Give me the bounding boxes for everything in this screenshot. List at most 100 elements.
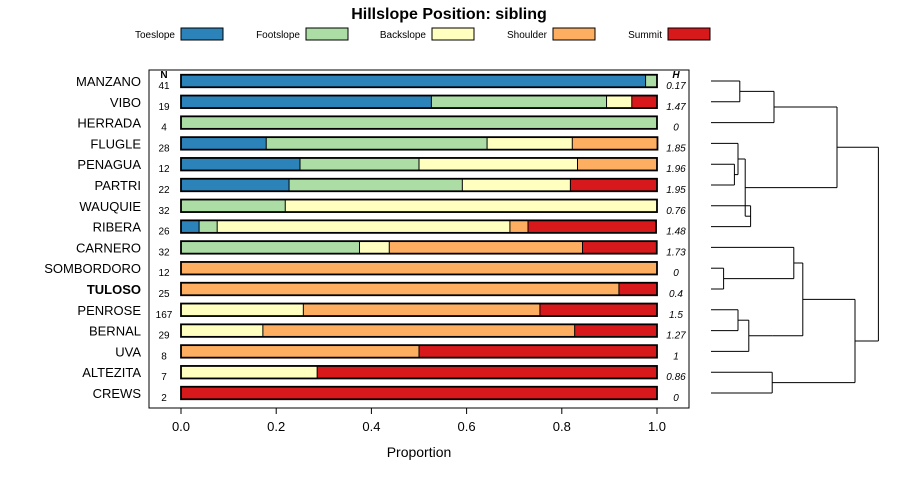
row-label-sombordoro: SOMBORDORO bbox=[44, 261, 141, 276]
n-value-wauquie: 32 bbox=[158, 206, 170, 217]
h-value-carnero: 1.73 bbox=[666, 247, 686, 258]
h-value-tuloso: 0.4 bbox=[669, 289, 683, 300]
x-tick-label: 0.6 bbox=[458, 419, 476, 434]
row-label-penrose: PENROSE bbox=[77, 303, 141, 318]
bar-row-tuloso: TULOSO 25 0.4 bbox=[87, 281, 683, 300]
bar-row-crews: CREWS 2 0 bbox=[93, 385, 679, 404]
bar-row-penrose: PENROSE 167 1.5 bbox=[77, 302, 683, 321]
bar-row-wauquie: WAUQUIE 32 0.76 bbox=[79, 198, 686, 217]
x-tick-label: 0.8 bbox=[553, 419, 571, 434]
n-value-flugle: 28 bbox=[158, 143, 170, 154]
bar-outline-wauquie bbox=[180, 198, 658, 213]
bar-outline-bernal bbox=[180, 323, 658, 338]
row-label-flugle: FLUGLE bbox=[90, 136, 141, 151]
row-label-penagua: PENAGUA bbox=[77, 157, 141, 172]
bar-segment-penrose-summit bbox=[539, 303, 657, 317]
bar-segment-herrada-footslope bbox=[181, 116, 657, 129]
row-label-vibo: VIBO bbox=[110, 95, 141, 110]
legend-label-shoulder: Shoulder bbox=[507, 30, 548, 41]
legend-label-backslope: Backslope bbox=[380, 30, 427, 41]
bar-segment-ribera-toeslope bbox=[181, 220, 200, 233]
h-value-herrada: 0 bbox=[673, 123, 679, 134]
bar-outline-flugle bbox=[180, 136, 659, 151]
bar-outline-herrada bbox=[180, 115, 658, 130]
h-value-penrose: 1.5 bbox=[669, 310, 683, 321]
bar-outline-sombordoro bbox=[180, 261, 658, 276]
legend-label-summit: Summit bbox=[628, 30, 662, 41]
bar-segment-ribera-backslope bbox=[217, 220, 510, 233]
h-value-flugle: 1.85 bbox=[666, 143, 686, 154]
h-value-vibo: 1.47 bbox=[666, 102, 686, 113]
n-value-manzano: 41 bbox=[158, 81, 170, 92]
n-value-penrose: 167 bbox=[156, 310, 173, 321]
n-value-bernal: 29 bbox=[158, 331, 170, 342]
bar-segment-vibo-backslope bbox=[606, 95, 632, 109]
h-value-manzano: 0.17 bbox=[666, 81, 686, 92]
bar-segment-partri-toeslope bbox=[181, 178, 290, 192]
n-value-uva: 8 bbox=[161, 351, 167, 362]
bar-segment-penagua-footslope bbox=[300, 157, 419, 171]
bar-segment-flugle-shoulder bbox=[572, 137, 658, 150]
bar-segment-bernal-backslope bbox=[181, 324, 263, 337]
row-label-bernal: BERNAL bbox=[89, 324, 141, 339]
legend-swatch-backslope bbox=[431, 27, 475, 41]
bar-segment-carnero-shoulder bbox=[389, 241, 583, 254]
h-value-partri: 1.95 bbox=[666, 185, 686, 196]
bar-segment-uva-shoulder bbox=[181, 345, 419, 358]
bar-segment-wauquie-backslope bbox=[285, 199, 657, 213]
row-label-manzano: MANZANO bbox=[76, 74, 141, 89]
bar-segment-sombordoro-shoulder bbox=[181, 261, 657, 275]
row-label-uva: UVA bbox=[115, 344, 141, 359]
row-label-tuloso: TULOSO bbox=[87, 282, 141, 297]
bar-segment-vibo-toeslope bbox=[181, 95, 432, 109]
legend-label-toeslope: Toeslope bbox=[135, 30, 175, 41]
bar-segment-altezita-backslope bbox=[181, 365, 318, 379]
bar-segment-altezita-summit bbox=[317, 365, 657, 379]
n-value-herrada: 4 bbox=[161, 123, 167, 134]
row-label-wauquie: WAUQUIE bbox=[79, 199, 141, 214]
x-axis-label: Proportion bbox=[387, 444, 452, 460]
h-value-altezita: 0.86 bbox=[666, 372, 686, 383]
bar-outline-partri bbox=[180, 177, 658, 193]
n-value-sombordoro: 12 bbox=[158, 268, 170, 279]
bar-row-flugle: FLUGLE 28 1.85 bbox=[90, 136, 686, 154]
row-label-crews: CREWS bbox=[93, 386, 142, 401]
bar-segment-ribera-summit bbox=[528, 220, 657, 233]
bar-row-bernal: BERNAL 29 1.27 bbox=[89, 323, 686, 342]
bar-segment-penagua-shoulder bbox=[577, 157, 657, 171]
n-value-partri: 22 bbox=[158, 185, 170, 196]
bar-segment-carnero-summit bbox=[582, 241, 657, 254]
bar-segment-ribera-shoulder bbox=[509, 220, 529, 233]
dendrogram bbox=[711, 80, 879, 394]
h-value-sombordoro: 0 bbox=[673, 268, 679, 279]
legend-swatch-toeslope bbox=[180, 27, 224, 41]
bar-outline-tuloso bbox=[180, 281, 658, 297]
bar-row-manzano: MANZANO 41 0.17 bbox=[76, 73, 686, 92]
bar-row-partri: PARTRI 22 1.95 bbox=[95, 177, 686, 196]
n-header: N bbox=[160, 70, 167, 81]
bar-segment-vibo-footslope bbox=[431, 95, 607, 109]
bar-outline-penrose bbox=[180, 302, 658, 317]
n-value-altezita: 7 bbox=[161, 372, 167, 383]
bar-segment-flugle-footslope bbox=[266, 137, 488, 150]
row-label-partri: PARTRI bbox=[95, 178, 141, 193]
bar-segment-penrose-backslope bbox=[181, 303, 304, 317]
bar-segment-wauquie-footslope bbox=[181, 199, 286, 213]
bar-segment-vibo-summit bbox=[631, 95, 657, 109]
n-value-vibo: 19 bbox=[158, 102, 170, 113]
bar-segment-bernal-shoulder bbox=[262, 324, 575, 337]
bar-row-penagua: PENAGUA 12 1.96 bbox=[77, 157, 686, 175]
row-label-ribera: RIBERA bbox=[93, 220, 142, 235]
bar-outline-carnero bbox=[180, 240, 658, 255]
bar-outline-manzano bbox=[180, 73, 658, 89]
n-value-ribera: 26 bbox=[158, 227, 170, 238]
bar-segment-carnero-backslope bbox=[359, 241, 390, 254]
bar-segment-flugle-backslope bbox=[487, 137, 573, 150]
n-value-crews: 2 bbox=[161, 393, 167, 404]
h-header: H bbox=[672, 70, 680, 81]
bar-outline-crews bbox=[180, 385, 658, 401]
x-tick-label: 0.4 bbox=[362, 419, 380, 434]
n-value-penagua: 12 bbox=[158, 164, 170, 175]
